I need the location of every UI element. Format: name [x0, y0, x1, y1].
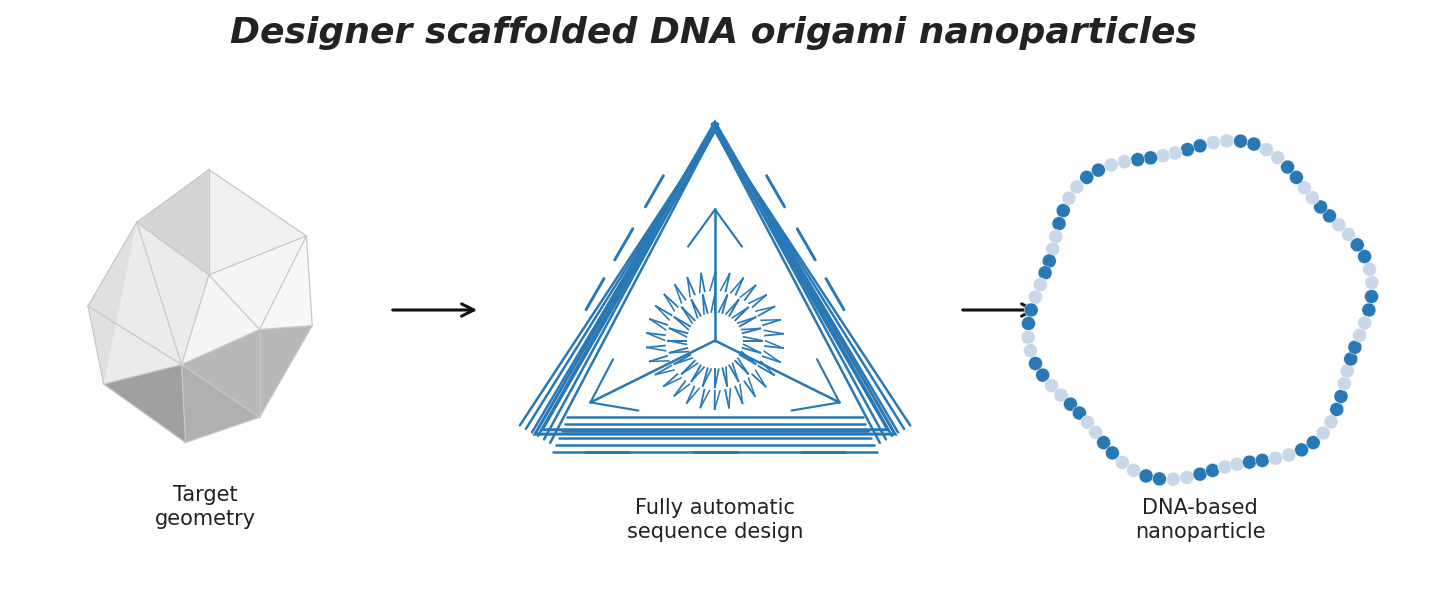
Circle shape	[1193, 139, 1208, 153]
Circle shape	[1063, 397, 1077, 411]
Circle shape	[1330, 402, 1343, 416]
Circle shape	[1025, 303, 1037, 317]
Circle shape	[1056, 204, 1070, 218]
Circle shape	[1130, 153, 1145, 167]
Circle shape	[1255, 453, 1269, 467]
Circle shape	[1033, 278, 1047, 292]
Circle shape	[1143, 151, 1157, 165]
Circle shape	[1259, 143, 1273, 157]
Text: Designer scaffolded DNA origami nanoparticles: Designer scaffolded DNA origami nanopart…	[230, 16, 1198, 50]
Circle shape	[1343, 352, 1358, 366]
Circle shape	[1206, 464, 1219, 477]
Circle shape	[1089, 425, 1103, 439]
Polygon shape	[209, 236, 313, 330]
Circle shape	[1358, 316, 1372, 330]
Circle shape	[1295, 443, 1309, 457]
Circle shape	[1332, 218, 1346, 232]
Circle shape	[1029, 290, 1042, 304]
Circle shape	[1230, 457, 1245, 471]
Circle shape	[1342, 228, 1356, 241]
Circle shape	[1092, 163, 1106, 177]
Circle shape	[1049, 229, 1063, 244]
Circle shape	[1105, 158, 1117, 172]
Circle shape	[1220, 134, 1233, 148]
Polygon shape	[103, 222, 260, 384]
Circle shape	[1096, 435, 1110, 450]
Circle shape	[1167, 146, 1182, 160]
Circle shape	[1363, 262, 1376, 276]
Circle shape	[1080, 415, 1095, 429]
Circle shape	[1325, 415, 1338, 429]
Circle shape	[1055, 388, 1067, 402]
Circle shape	[1072, 406, 1086, 420]
Circle shape	[1270, 151, 1285, 165]
Circle shape	[1180, 143, 1195, 157]
Circle shape	[1242, 455, 1256, 469]
Circle shape	[1206, 136, 1220, 149]
Circle shape	[1248, 137, 1260, 151]
Text: Fully automatic
sequence design: Fully automatic sequence design	[627, 498, 803, 542]
Circle shape	[1022, 330, 1035, 344]
Circle shape	[1166, 472, 1180, 486]
Circle shape	[1338, 376, 1352, 391]
Circle shape	[1348, 340, 1362, 354]
Circle shape	[1218, 460, 1232, 474]
Circle shape	[1340, 364, 1355, 378]
Circle shape	[1042, 254, 1056, 268]
Polygon shape	[181, 365, 260, 443]
Circle shape	[1106, 446, 1119, 460]
Polygon shape	[89, 222, 209, 384]
Circle shape	[1023, 344, 1037, 358]
Circle shape	[1280, 160, 1295, 174]
Circle shape	[1126, 463, 1140, 477]
Circle shape	[1306, 435, 1320, 450]
Circle shape	[1180, 470, 1193, 485]
Text: DNA-based
nanoparticle: DNA-based nanoparticle	[1135, 498, 1265, 542]
Circle shape	[1045, 379, 1059, 392]
Polygon shape	[260, 236, 313, 330]
Circle shape	[1029, 357, 1042, 370]
Circle shape	[1269, 451, 1283, 466]
Circle shape	[1313, 200, 1328, 214]
Polygon shape	[103, 365, 186, 443]
Polygon shape	[209, 170, 306, 330]
Circle shape	[1037, 266, 1052, 280]
Circle shape	[1062, 191, 1076, 205]
Circle shape	[1322, 209, 1336, 223]
Circle shape	[1233, 134, 1248, 148]
Circle shape	[1152, 472, 1166, 486]
Circle shape	[1046, 242, 1060, 256]
Polygon shape	[209, 170, 306, 275]
Circle shape	[1080, 170, 1093, 184]
Circle shape	[1350, 238, 1365, 252]
Circle shape	[1139, 469, 1153, 483]
Circle shape	[1117, 155, 1132, 169]
Circle shape	[1070, 180, 1083, 194]
Circle shape	[1052, 216, 1066, 231]
Circle shape	[1289, 170, 1303, 184]
Circle shape	[1305, 191, 1319, 205]
Polygon shape	[181, 236, 306, 365]
Circle shape	[1316, 426, 1330, 440]
Circle shape	[1156, 149, 1170, 163]
Text: Target
geometry: Target geometry	[154, 485, 256, 529]
Circle shape	[1282, 448, 1296, 462]
Circle shape	[1365, 290, 1379, 303]
Circle shape	[1022, 317, 1036, 330]
Circle shape	[1298, 181, 1312, 195]
Polygon shape	[89, 222, 209, 384]
Polygon shape	[137, 170, 209, 275]
Polygon shape	[181, 325, 313, 417]
Circle shape	[1362, 303, 1376, 317]
Circle shape	[1036, 368, 1050, 382]
Circle shape	[1115, 456, 1129, 469]
Circle shape	[1335, 389, 1348, 403]
Circle shape	[1358, 250, 1372, 264]
Polygon shape	[181, 275, 260, 365]
Circle shape	[1353, 328, 1366, 343]
Circle shape	[1193, 467, 1208, 481]
Circle shape	[1365, 276, 1379, 290]
Circle shape	[1025, 134, 1376, 486]
